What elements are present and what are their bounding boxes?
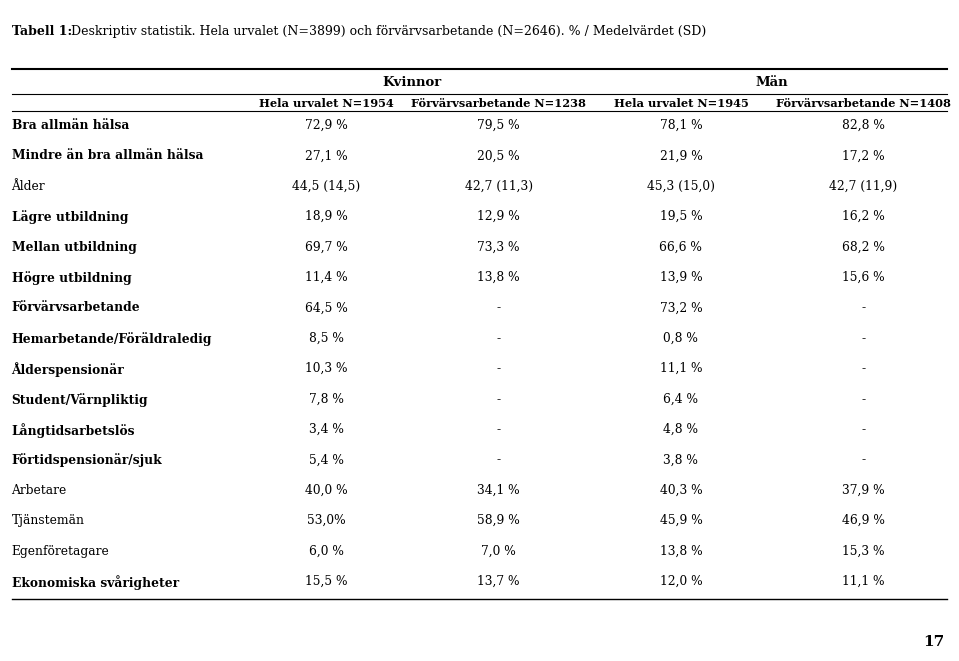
Text: -: - [861, 301, 865, 315]
Text: 40,0 %: 40,0 % [305, 484, 347, 497]
Text: Deskriptiv statistik. Hela urvalet (N=3899) och förvärvsarbetande (N=2646). % / : Deskriptiv statistik. Hela urvalet (N=38… [67, 25, 707, 38]
Text: 27,1 %: 27,1 % [305, 149, 347, 163]
Text: 66,6 %: 66,6 % [660, 241, 702, 254]
Text: Mellan utbildning: Mellan utbildning [12, 241, 136, 254]
Text: 15,5 %: 15,5 % [305, 575, 347, 588]
Text: 12,0 %: 12,0 % [660, 575, 702, 588]
Text: 11,1 %: 11,1 % [660, 362, 702, 375]
Text: 10,3 %: 10,3 % [305, 362, 347, 375]
Text: 37,9 %: 37,9 % [842, 484, 884, 497]
Text: 16,2 %: 16,2 % [842, 210, 884, 223]
Text: 40,3 %: 40,3 % [660, 484, 702, 497]
Text: 45,3 (15,0): 45,3 (15,0) [647, 180, 714, 193]
Text: 6,4 %: 6,4 % [664, 393, 698, 406]
Text: 15,3 %: 15,3 % [842, 545, 884, 558]
Text: -: - [497, 423, 501, 436]
Text: 3,8 %: 3,8 % [664, 453, 698, 467]
Text: 7,0 %: 7,0 % [481, 545, 516, 558]
Text: Tjänstemän: Tjänstemän [12, 514, 84, 527]
Text: 5,4 %: 5,4 % [309, 453, 343, 467]
Text: 18,9 %: 18,9 % [305, 210, 347, 223]
Text: Ålder: Ålder [12, 180, 45, 193]
Text: 11,4 %: 11,4 % [305, 271, 347, 284]
Text: 12,9 %: 12,9 % [478, 210, 520, 223]
Text: 68,2 %: 68,2 % [842, 241, 884, 254]
Text: Student/Värnpliktig: Student/Värnpliktig [12, 393, 148, 407]
Text: -: - [497, 393, 501, 406]
Text: 0,8 %: 0,8 % [664, 332, 698, 345]
Text: -: - [497, 453, 501, 467]
Text: 73,2 %: 73,2 % [660, 301, 702, 315]
Text: Förtidspensionär/sjuk: Förtidspensionär/sjuk [12, 453, 162, 467]
Text: Tabell 1:: Tabell 1: [12, 25, 72, 38]
Text: -: - [497, 362, 501, 375]
Text: Förvärvsarbetande: Förvärvsarbetande [12, 301, 140, 315]
Text: 44,5 (14,5): 44,5 (14,5) [292, 180, 361, 193]
Text: 19,5 %: 19,5 % [660, 210, 702, 223]
Text: 42,7 (11,3): 42,7 (11,3) [464, 180, 533, 193]
Text: Bra allmän hälsa: Bra allmän hälsa [12, 119, 129, 132]
Text: 4,8 %: 4,8 % [664, 423, 698, 436]
Text: Egenföretagare: Egenföretagare [12, 545, 109, 558]
Text: Ekonomiska svårigheter: Ekonomiska svårigheter [12, 575, 178, 590]
Text: -: - [861, 362, 865, 375]
Text: -: - [497, 301, 501, 315]
Text: 17: 17 [924, 635, 945, 649]
Text: 11,1 %: 11,1 % [842, 575, 884, 588]
Text: Arbetare: Arbetare [12, 484, 67, 497]
Text: 13,8 %: 13,8 % [660, 545, 702, 558]
Text: 13,7 %: 13,7 % [478, 575, 520, 588]
Text: -: - [861, 393, 865, 406]
Text: Hemarbetande/Föräldraledig: Hemarbetande/Föräldraledig [12, 332, 212, 346]
Text: 69,7 %: 69,7 % [305, 241, 347, 254]
Text: Förvärvsarbetande N=1408: Förvärvsarbetande N=1408 [776, 98, 950, 109]
Text: 78,1 %: 78,1 % [660, 119, 702, 132]
Text: 15,6 %: 15,6 % [842, 271, 884, 284]
Text: Högre utbildning: Högre utbildning [12, 271, 131, 285]
Text: Förvärvsarbetande N=1238: Förvärvsarbetande N=1238 [411, 98, 586, 109]
Text: 53,0%: 53,0% [307, 514, 345, 527]
Text: Långtidsarbetslös: Långtidsarbetslös [12, 423, 135, 438]
Text: 42,7 (11,9): 42,7 (11,9) [829, 180, 898, 193]
Text: 82,8 %: 82,8 % [842, 119, 884, 132]
Text: -: - [861, 423, 865, 436]
Text: 3,4 %: 3,4 % [309, 423, 343, 436]
Text: Kvinnor: Kvinnor [383, 76, 442, 89]
Text: 45,9 %: 45,9 % [660, 514, 702, 527]
Text: -: - [861, 332, 865, 345]
Text: 13,9 %: 13,9 % [660, 271, 702, 284]
Text: 20,5 %: 20,5 % [478, 149, 520, 163]
Text: 58,9 %: 58,9 % [478, 514, 520, 527]
Text: 21,9 %: 21,9 % [660, 149, 702, 163]
Text: 64,5 %: 64,5 % [305, 301, 347, 315]
Text: 17,2 %: 17,2 % [842, 149, 884, 163]
Text: 7,8 %: 7,8 % [309, 393, 343, 406]
Text: 13,8 %: 13,8 % [478, 271, 520, 284]
Text: -: - [861, 453, 865, 467]
Text: 79,5 %: 79,5 % [478, 119, 520, 132]
Text: Mindre än bra allmän hälsa: Mindre än bra allmän hälsa [12, 149, 203, 163]
Text: 34,1 %: 34,1 % [478, 484, 520, 497]
Text: 8,5 %: 8,5 % [309, 332, 343, 345]
Text: Lägre utbildning: Lägre utbildning [12, 210, 128, 224]
Text: 73,3 %: 73,3 % [478, 241, 520, 254]
Text: 6,0 %: 6,0 % [309, 545, 343, 558]
Text: Ålderspensionär: Ålderspensionär [12, 362, 125, 377]
Text: 72,9 %: 72,9 % [305, 119, 347, 132]
Text: Hela urvalet N=1945: Hela urvalet N=1945 [614, 98, 748, 109]
Text: Hela urvalet N=1954: Hela urvalet N=1954 [259, 98, 393, 109]
Text: Män: Män [756, 76, 788, 89]
Text: 46,9 %: 46,9 % [842, 514, 884, 527]
Text: -: - [497, 332, 501, 345]
